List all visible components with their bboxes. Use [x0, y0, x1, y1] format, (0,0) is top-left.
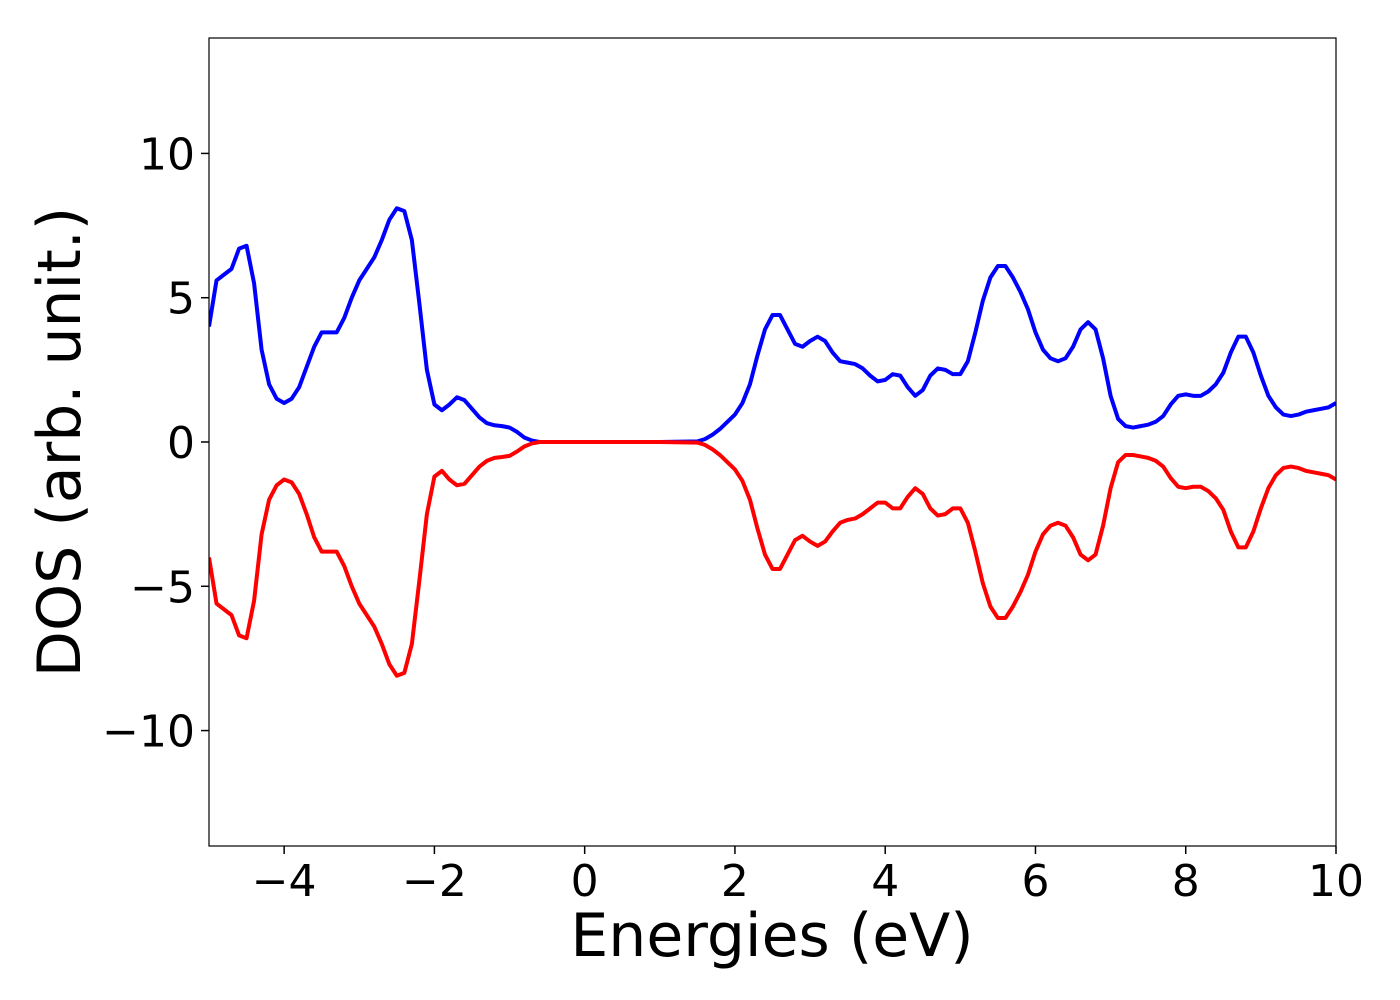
x-tick-label: −2: [402, 856, 467, 907]
plot-frame: [208, 37, 1337, 847]
y-tick-label: −5: [130, 562, 195, 613]
dos-line: [209, 206, 1336, 444]
x-tick-label: 10: [1308, 856, 1364, 907]
x-tick-label: 8: [1172, 856, 1200, 907]
x-tick-label: 4: [871, 856, 899, 907]
x-tick-label: −4: [252, 856, 317, 907]
x-axis-label: Energies (eV): [570, 901, 973, 971]
x-tick-label: 6: [1021, 856, 1049, 907]
x-tick-label: 0: [571, 856, 599, 907]
y-tick-label: 5: [167, 274, 195, 325]
y-tick-label: 0: [167, 418, 195, 469]
y-tick-label: 10: [139, 129, 195, 180]
y-axis-label: DOS (arb. unit.): [25, 207, 95, 677]
dos-line: [209, 440, 1336, 678]
y-tick-label: −10: [102, 707, 195, 758]
x-tick-label: 2: [721, 856, 749, 907]
